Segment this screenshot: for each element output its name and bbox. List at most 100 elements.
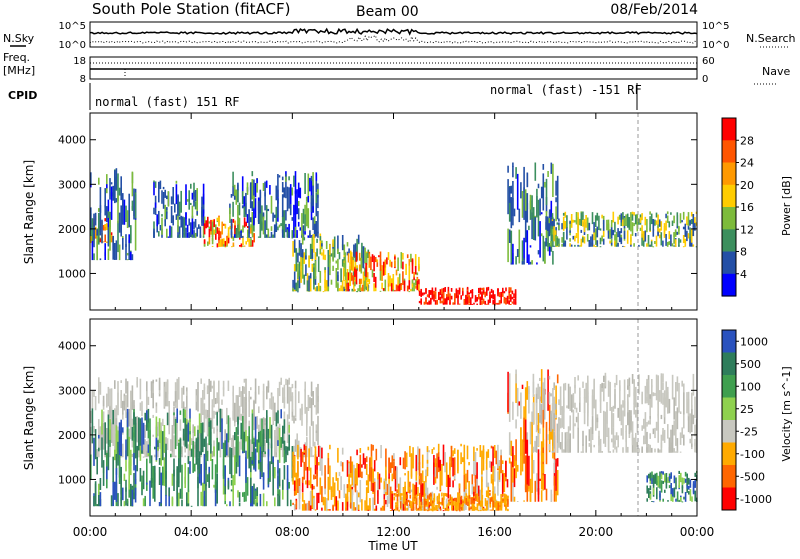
scatter-cell <box>239 237 241 240</box>
scatter-cell <box>397 483 400 497</box>
scatter-cell <box>595 399 597 420</box>
scatter-cell <box>419 508 421 511</box>
scatter-cell <box>672 488 674 497</box>
scatter-cell <box>466 445 469 460</box>
scatter-cell <box>520 427 522 476</box>
scatter-cell <box>99 187 102 213</box>
freq-tick-left-low: 8 <box>80 74 86 85</box>
scatter-cell <box>524 455 527 493</box>
scatter-cell <box>114 408 116 434</box>
scatter-cell <box>349 277 351 287</box>
scatter-cell <box>497 289 499 297</box>
scatter-cell <box>489 297 491 303</box>
scatter-cell <box>354 476 357 493</box>
scatter-cell <box>459 502 461 510</box>
scatter-cell <box>281 194 284 217</box>
scatter-cell <box>467 499 469 506</box>
scatter-cell <box>667 392 669 413</box>
scatter-cell <box>206 450 209 462</box>
scatter-cell <box>404 501 407 505</box>
scatter-cell <box>242 245 244 247</box>
scatter-cell <box>534 440 536 445</box>
scatter-cell <box>233 184 236 196</box>
scatter-cell <box>316 456 318 477</box>
scatter-cell <box>166 438 169 451</box>
x-axis-label: Time UT <box>367 539 418 553</box>
scatter-cell <box>317 231 319 238</box>
scatter-cell <box>314 441 316 448</box>
scatter-cell <box>305 445 307 471</box>
scatter-cell <box>555 180 557 196</box>
scatter-cell <box>130 449 132 476</box>
scatter-cell <box>191 205 194 219</box>
scatter-cell <box>485 465 488 488</box>
scatter-cell <box>167 236 170 238</box>
scatter-cell <box>425 288 427 294</box>
scatter-cell <box>598 215 600 230</box>
scatter-cell <box>348 248 350 254</box>
scatter-cell <box>158 210 160 225</box>
scatter-cell <box>106 206 108 223</box>
scatter-cell <box>206 417 209 435</box>
scatter-cell <box>149 480 151 507</box>
velocity-cells <box>90 369 698 512</box>
scatter-cell <box>249 237 252 239</box>
scatter-cell <box>213 446 215 456</box>
scatter-cell <box>110 407 113 430</box>
scatter-cell <box>157 440 159 450</box>
scatter-cell <box>110 186 113 220</box>
scatter-cell <box>521 261 524 265</box>
scatter-cell <box>303 237 306 241</box>
scatter-cell <box>534 444 536 451</box>
scatter-cell <box>668 241 671 245</box>
scatter-cell <box>413 484 416 501</box>
scatter-cell <box>497 480 499 486</box>
scatter-cell <box>200 423 202 439</box>
scatter-cell <box>231 246 233 248</box>
scatter-cell <box>262 390 265 408</box>
scatter-cell <box>462 503 464 506</box>
scatter-cell <box>486 289 488 296</box>
scatter-cell <box>275 185 278 201</box>
scatter-cell <box>218 216 220 227</box>
scatter-cell <box>266 386 268 400</box>
scatter-cell <box>238 231 241 238</box>
scatter-cell <box>164 219 166 227</box>
scatter-cell <box>580 451 583 453</box>
velocity-x-ticks: 00:00 04:00 08:00 12:00 16:00 20:00 00:00 <box>73 319 714 539</box>
scatter-cell <box>570 216 573 219</box>
scatter-cell <box>302 225 305 238</box>
scatter-cell <box>133 188 135 220</box>
scatter-cell <box>516 464 519 472</box>
scatter-cell <box>438 494 440 502</box>
scatter-cell <box>431 491 434 507</box>
scatter-cell <box>492 446 494 469</box>
scatter-cell <box>436 495 439 504</box>
scatter-cell <box>301 257 304 279</box>
scatter-cell <box>548 427 551 453</box>
scatter-cell <box>356 463 358 486</box>
scatter-cell <box>457 501 460 507</box>
scatter-cell <box>310 175 313 181</box>
scatter-cell <box>553 218 555 227</box>
scatter-cell <box>352 275 355 285</box>
scatter-cell <box>634 214 637 225</box>
scatter-cell <box>470 290 472 294</box>
scatter-cell <box>490 509 493 511</box>
scatter-cell <box>678 382 680 413</box>
scatter-cell <box>648 473 650 479</box>
scatter-cell <box>179 439 182 473</box>
scatter-cell <box>553 413 555 431</box>
scatter-cell <box>106 466 108 480</box>
scatter-cell <box>90 418 92 423</box>
scatter-cell <box>102 422 105 450</box>
scatter-cell <box>170 206 173 224</box>
scatter-cell <box>684 478 687 483</box>
scatter-cell <box>633 406 635 415</box>
scatter-cell <box>441 498 444 506</box>
scatter-cell <box>443 492 445 500</box>
scatter-cell <box>394 256 396 260</box>
